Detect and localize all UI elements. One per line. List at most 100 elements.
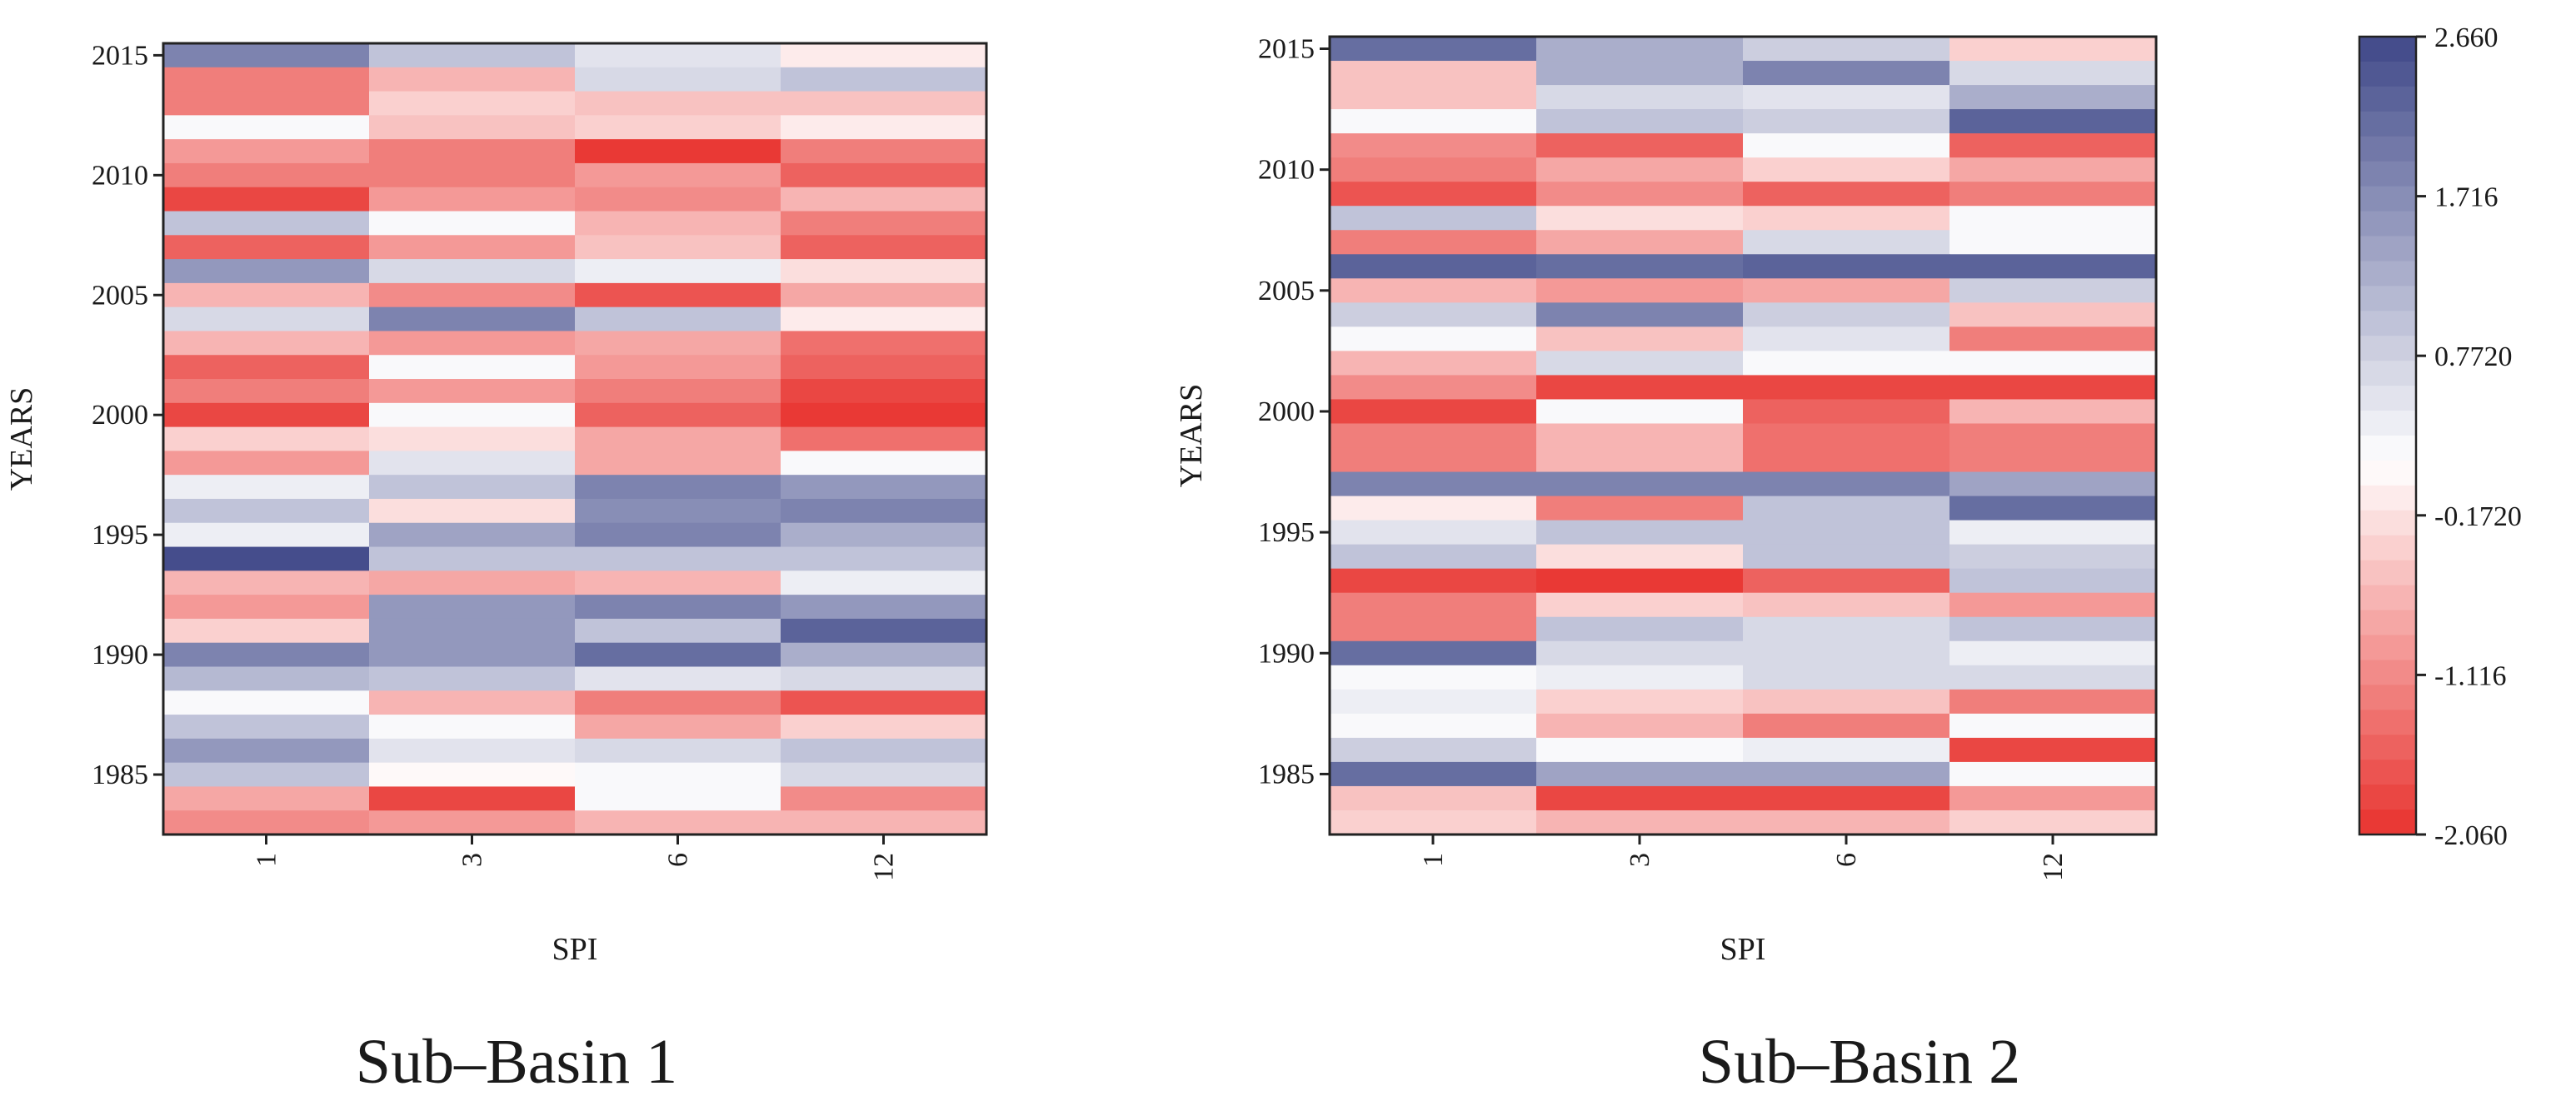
heatmap-cell-2006-spi6 xyxy=(575,259,781,284)
heatmap-cell-2006-spi12 xyxy=(1949,254,2157,279)
heatmap-cell-1990-spi3 xyxy=(1536,640,1744,666)
heatmap-cell-2000-spi1 xyxy=(163,402,370,428)
heatmap-cell-1992-spi3 xyxy=(369,595,576,620)
heatmap-cell-1991-spi12 xyxy=(1949,616,2157,642)
heatmap-cell-2012-spi1 xyxy=(163,115,370,140)
colorbar-level xyxy=(2359,710,2416,735)
heatmap-cell-1988-spi1 xyxy=(163,690,370,715)
heatmap-cell-2003-spi6 xyxy=(1743,326,1950,351)
heatmap-cell-2011-spi3 xyxy=(369,139,576,164)
colorbar-level xyxy=(2359,136,2416,162)
colorbar-level xyxy=(2359,610,2416,636)
heatmap-cell-1984-spi3 xyxy=(1536,785,1744,811)
y-tick-label: 2010 xyxy=(1258,155,1315,186)
colorbar-level xyxy=(2359,810,2416,835)
heatmap-cell-2007-spi12 xyxy=(1949,230,2157,255)
heatmap-cell-2008-spi3 xyxy=(369,211,576,236)
heatmap-cell-1988-spi12 xyxy=(781,690,987,715)
heatmap-cell-2008-spi6 xyxy=(575,211,781,236)
heatmap-cell-1999-spi1 xyxy=(1330,423,1537,449)
heatmap-cell-1986-spi3 xyxy=(369,738,576,764)
colorbar-level xyxy=(2359,186,2416,212)
x-tick-label: 1 xyxy=(1418,853,1449,867)
colorbar-tick-label: 1.716 xyxy=(2434,182,2499,213)
heatmap-cell-1993-spi1 xyxy=(1330,568,1537,594)
heatmap-cell-1998-spi3 xyxy=(1536,447,1744,473)
heatmap-cell-1986-spi6 xyxy=(575,738,781,764)
heatmap-cell-1995-spi6 xyxy=(1743,520,1950,546)
heatmap-cell-2003-spi1 xyxy=(1330,326,1537,351)
heatmap-cell-1993-spi12 xyxy=(1949,568,2157,594)
heatmap-cell-2004-spi12 xyxy=(1949,302,2157,327)
heatmap-cell-2012-spi1 xyxy=(1330,109,1537,134)
heatmap-cell-2014-spi6 xyxy=(575,67,781,92)
colorbar-tick-label: 0.7720 xyxy=(2434,341,2513,372)
heatmap-cell-2011-spi1 xyxy=(1330,133,1537,158)
heatmap-cell-2009-spi6 xyxy=(575,187,781,212)
y-tick-label: 1990 xyxy=(1258,638,1315,669)
heatmap-cell-2003-spi12 xyxy=(1949,326,2157,351)
heatmap-cell-1985-spi3 xyxy=(1536,761,1744,787)
colorbar-level xyxy=(2359,660,2416,685)
heatmap-cell-1996-spi12 xyxy=(1949,496,2157,521)
heatmap-cell-1994-spi6 xyxy=(575,546,781,571)
heatmap-cell-1985-spi12 xyxy=(781,762,987,788)
heatmap-cell-2012-spi3 xyxy=(1536,109,1744,134)
heatmap-cell-2006-spi12 xyxy=(781,259,987,284)
heatmap-cell-1988-spi1 xyxy=(1330,689,1537,715)
colorbar-level xyxy=(2359,336,2416,361)
heatmap-cell-2006-spi1 xyxy=(1330,254,1537,279)
heatmap-cell-1991-spi3 xyxy=(369,618,576,644)
heatmap-cell-2004-spi6 xyxy=(575,306,781,332)
heatmap-cell-1983-spi6 xyxy=(575,810,781,835)
heatmap-cell-2009-spi12 xyxy=(1949,182,2157,207)
heatmap-cell-2013-spi12 xyxy=(1949,85,2157,110)
colorbar-level xyxy=(2359,635,2416,661)
colorbar-level xyxy=(2359,286,2416,311)
heatmap-cell-1996-spi12 xyxy=(781,498,987,524)
heatmap-cell-1987-spi3 xyxy=(369,715,576,740)
heatmap-cell-1998-spi3 xyxy=(369,451,576,476)
heatmap-cell-2000-spi6 xyxy=(1743,399,1950,425)
heatmap-cell-1995-spi3 xyxy=(1536,520,1744,546)
colorbar-level xyxy=(2359,685,2416,710)
heatmap-cell-1999-spi6 xyxy=(575,426,781,451)
heatmap-cell-1983-spi6 xyxy=(1743,810,1950,835)
colorbar-level xyxy=(2359,411,2416,436)
heatmap-cell-2014-spi6 xyxy=(1743,61,1950,86)
colorbar-level xyxy=(2359,161,2416,187)
heatmap-cell-1986-spi6 xyxy=(1743,737,1950,763)
heatmap-cell-1992-spi1 xyxy=(163,595,370,620)
heatmap-cell-2011-spi12 xyxy=(1949,133,2157,158)
heatmap-cell-2013-spi1 xyxy=(1330,85,1537,110)
heatmap-cell-2009-spi6 xyxy=(1743,182,1950,207)
heatmap-cell-1985-spi12 xyxy=(1949,761,2157,787)
heatmap-cell-2012-spi12 xyxy=(781,115,987,140)
heatmap-cell-2001-spi3 xyxy=(369,379,576,404)
y-tick-label: 2015 xyxy=(92,40,148,71)
heatmap-cell-2004-spi3 xyxy=(369,306,576,332)
heatmap-cell-1996-spi6 xyxy=(575,498,781,524)
heatmap-cell-1985-spi1 xyxy=(163,762,370,788)
x-tick-label: 6 xyxy=(1831,853,1862,867)
heatmap-cell-2005-spi12 xyxy=(1949,278,2157,303)
heatmap-cell-1989-spi1 xyxy=(1330,665,1537,690)
heatmap-cell-1992-spi3 xyxy=(1536,592,1744,618)
heatmap-cell-1997-spi1 xyxy=(163,475,370,500)
heatmap-cell-1986-spi12 xyxy=(781,738,987,764)
heatmap-cell-2010-spi12 xyxy=(781,162,987,188)
heatmap-cell-1997-spi3 xyxy=(1536,471,1744,497)
heatmap-cell-2001-spi3 xyxy=(1536,375,1744,401)
heatmap-cell-1995-spi1 xyxy=(163,522,370,548)
heatmap-cell-2009-spi12 xyxy=(781,187,987,212)
heatmap-cell-1990-spi6 xyxy=(1743,640,1950,666)
heatmap-cell-1997-spi6 xyxy=(1743,471,1950,497)
heatmap-cell-1988-spi6 xyxy=(1743,689,1950,715)
heatmap-cell-1997-spi6 xyxy=(575,475,781,500)
heatmap-cell-2010-spi1 xyxy=(163,162,370,188)
colorbar-level xyxy=(2359,585,2416,611)
heatmap-cell-1999-spi3 xyxy=(369,426,576,451)
heatmap-cell-1985-spi6 xyxy=(575,762,781,788)
heatmap-cell-2007-spi1 xyxy=(1330,230,1537,255)
heatmap-cell-2008-spi12 xyxy=(1949,206,2157,231)
